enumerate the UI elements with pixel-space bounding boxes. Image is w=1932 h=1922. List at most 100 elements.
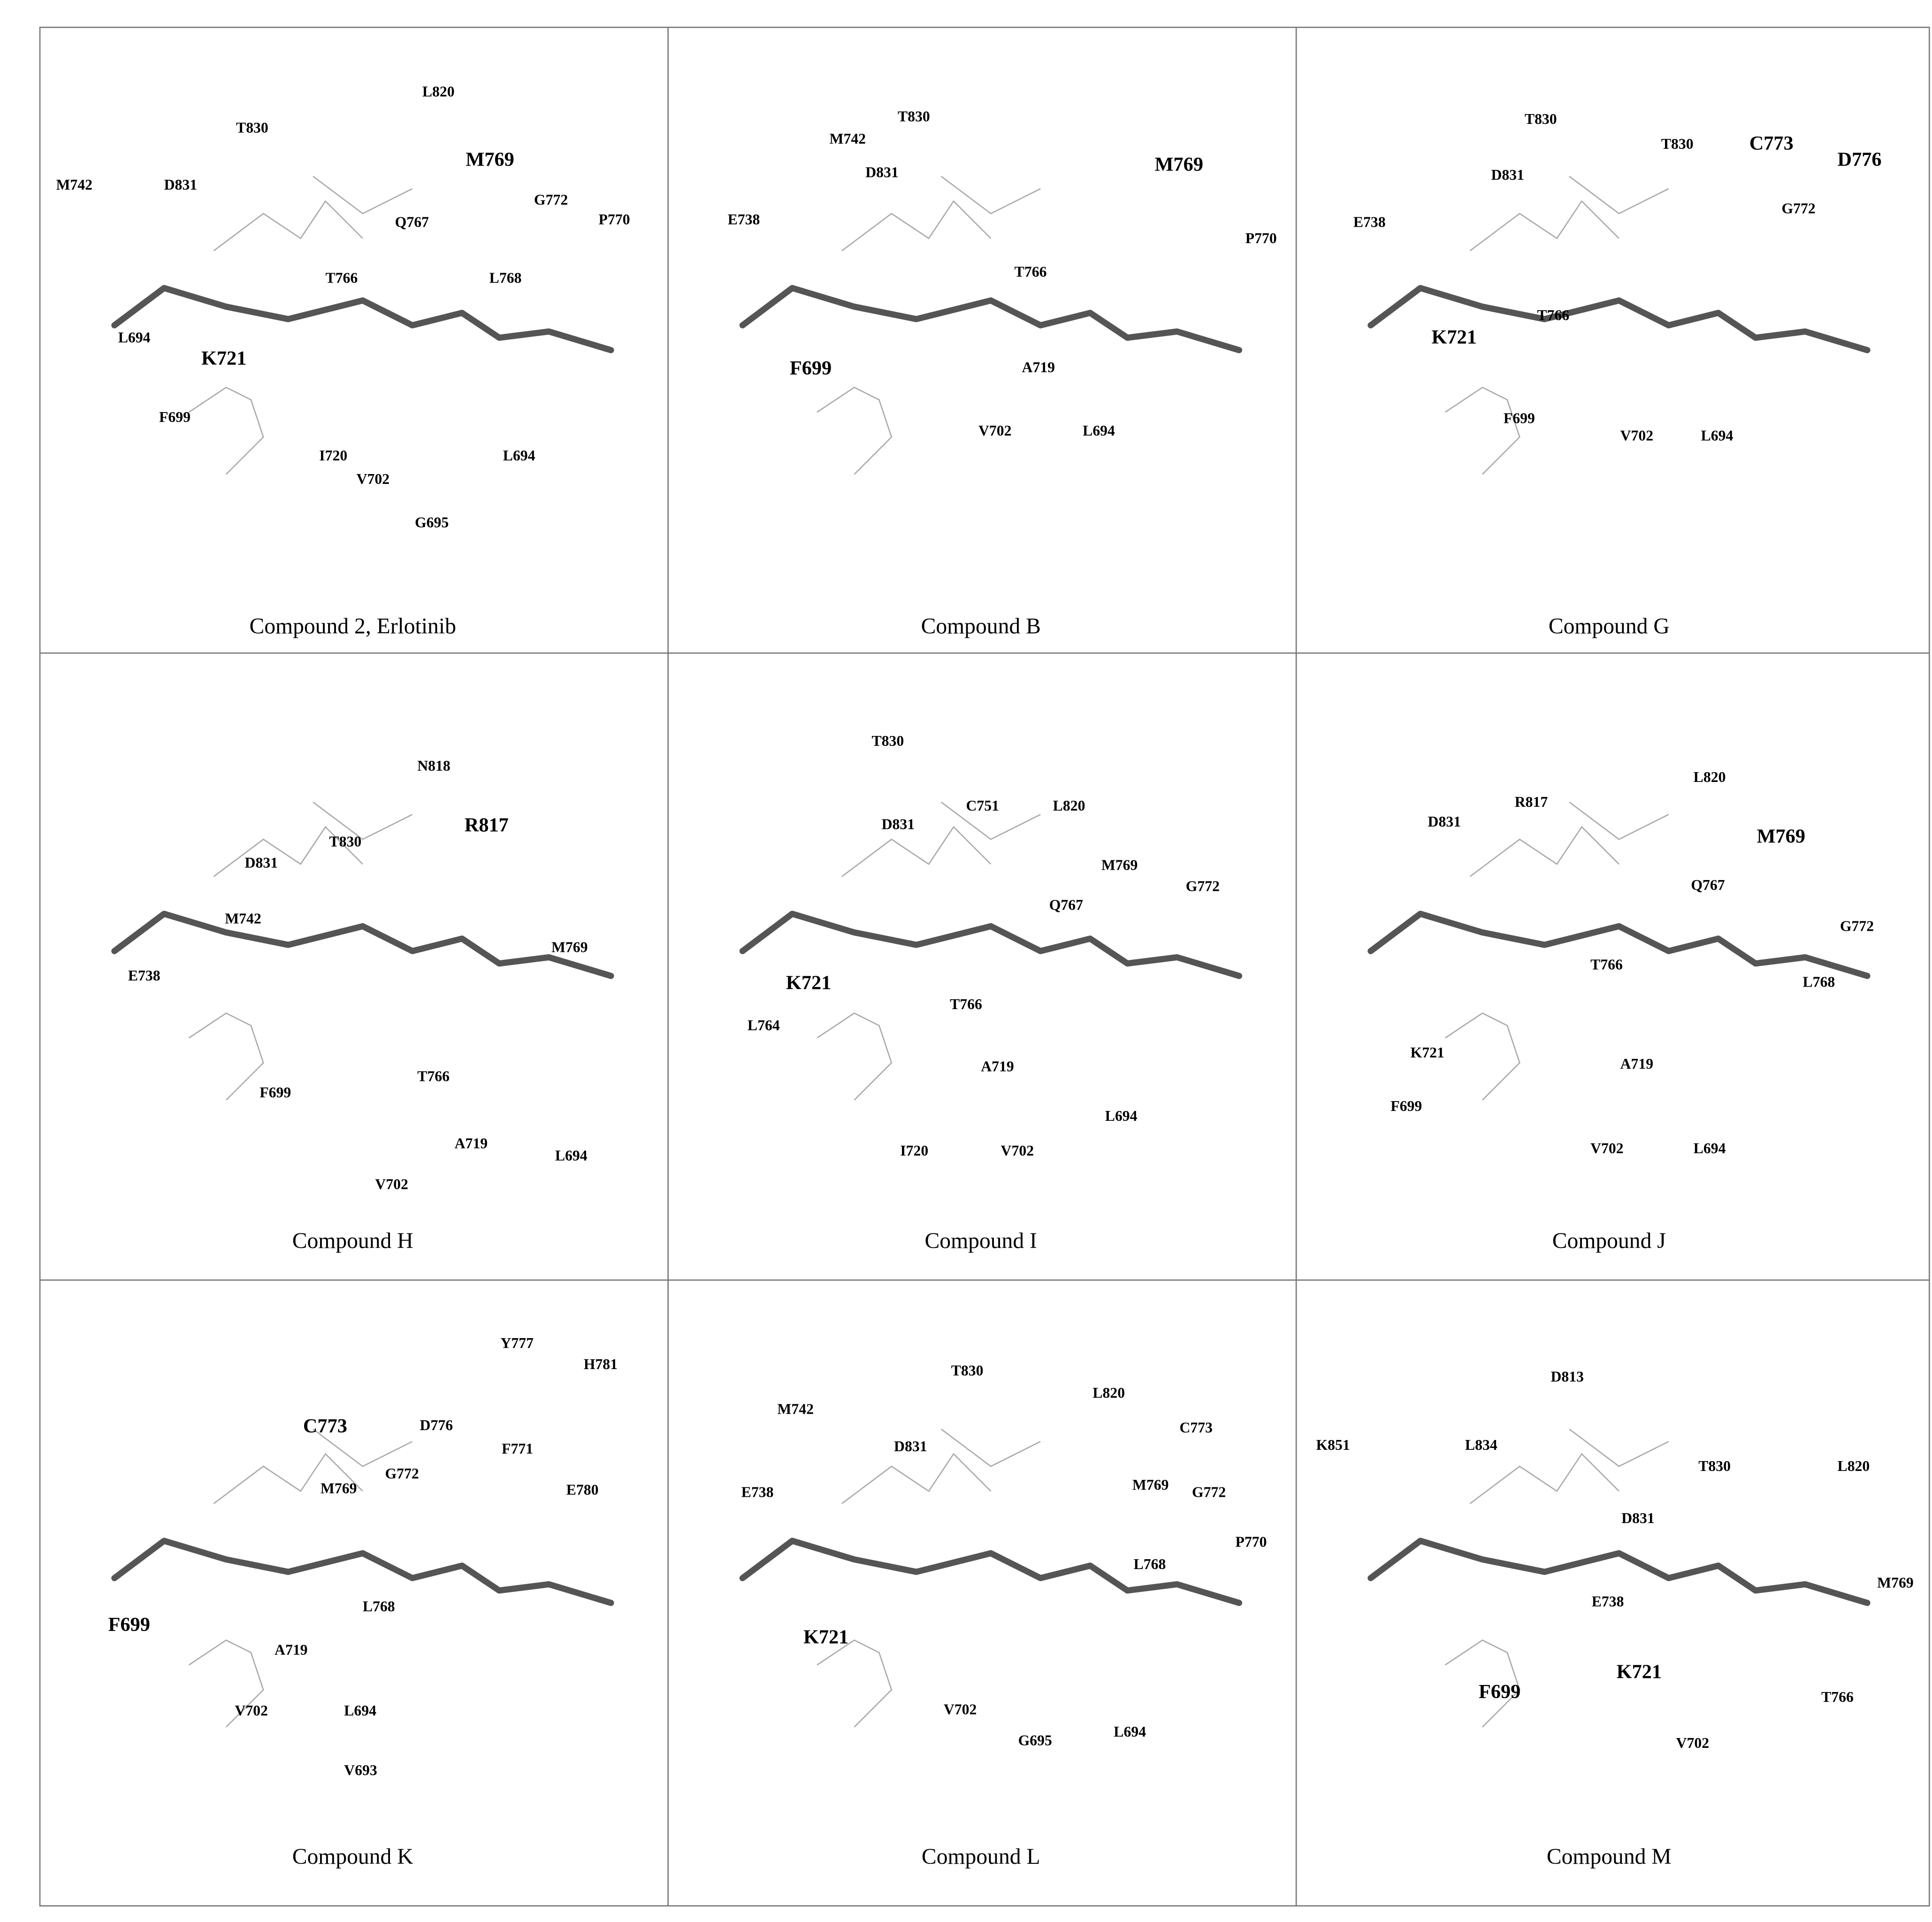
residue-label: T766 bbox=[417, 1068, 450, 1084]
residue-stick bbox=[841, 1453, 992, 1504]
residue-label: V702 bbox=[357, 471, 390, 487]
residue-label: F699 bbox=[159, 409, 191, 425]
residue-label: T830 bbox=[1525, 111, 1557, 127]
residue-label: E738 bbox=[1353, 214, 1386, 230]
residue-label: E738 bbox=[728, 211, 760, 228]
residue-label: D776 bbox=[420, 1417, 453, 1433]
residue-label: C773 bbox=[1180, 1419, 1213, 1436]
residue-stick bbox=[313, 176, 413, 214]
ligand bbox=[111, 1538, 614, 1606]
residue-label: F699 bbox=[1390, 1098, 1422, 1114]
residue-label: K721 bbox=[201, 347, 246, 369]
residue-label: F699 bbox=[260, 1084, 291, 1101]
residue-label: M742 bbox=[777, 1401, 814, 1417]
ligand bbox=[739, 911, 1243, 979]
residue-label: M769 bbox=[321, 1480, 357, 1497]
residue-label: L834 bbox=[1465, 1437, 1497, 1453]
residue-label: T830 bbox=[951, 1362, 984, 1378]
residue-stick bbox=[213, 826, 363, 877]
residue-label: A719 bbox=[1022, 359, 1055, 375]
residue-label: V702 bbox=[978, 422, 1012, 439]
residue-label: I720 bbox=[900, 1142, 928, 1159]
residue-stick bbox=[213, 200, 363, 252]
residue-label: A719 bbox=[455, 1135, 488, 1151]
residue-label: Q767 bbox=[395, 214, 429, 230]
residue-label: V702 bbox=[235, 1702, 268, 1719]
residue-label: T766 bbox=[1590, 956, 1623, 972]
residue-label: K721 bbox=[1432, 326, 1477, 348]
residue-label: L820 bbox=[422, 84, 455, 100]
residue-label: L694 bbox=[1105, 1108, 1138, 1124]
residue-label: A719 bbox=[275, 1642, 308, 1658]
residue-label: T830 bbox=[1698, 1458, 1731, 1474]
residue-label: F771 bbox=[502, 1440, 533, 1457]
ligand bbox=[739, 1538, 1243, 1606]
residue-stick bbox=[841, 200, 992, 252]
residue-stick bbox=[188, 1012, 264, 1101]
residue-label: V702 bbox=[1001, 1142, 1034, 1159]
residue-label: R817 bbox=[465, 814, 509, 836]
residue-label: D831 bbox=[1621, 1510, 1655, 1526]
residue-label: A719 bbox=[1620, 1056, 1654, 1072]
residue-stick bbox=[313, 1428, 413, 1467]
residue-label: L694 bbox=[1701, 427, 1733, 444]
residue-label: D831 bbox=[882, 816, 915, 832]
ligand bbox=[111, 911, 614, 979]
residue-label: M769 bbox=[1101, 857, 1138, 873]
residue-label: M742 bbox=[225, 910, 261, 927]
residue-label: V702 bbox=[1620, 427, 1654, 444]
ligand bbox=[111, 285, 614, 353]
residue-label: V702 bbox=[375, 1176, 408, 1193]
residue-label: I720 bbox=[319, 447, 347, 464]
residue-stick bbox=[940, 176, 1041, 214]
residue-label: M769 bbox=[1155, 153, 1203, 176]
residue-label: D831 bbox=[1428, 813, 1461, 830]
residue-label: K721 bbox=[1617, 1661, 1662, 1683]
residue-label: F699 bbox=[108, 1614, 150, 1636]
residue-label: M769 bbox=[1757, 825, 1805, 847]
ligand bbox=[1367, 911, 1871, 979]
residue-label: D831 bbox=[164, 176, 198, 193]
residue-stick bbox=[213, 1453, 363, 1504]
residue-label: E738 bbox=[128, 967, 160, 984]
residue-label: F699 bbox=[790, 357, 832, 379]
residue-label: M769 bbox=[466, 149, 514, 171]
residue-label: D831 bbox=[1491, 167, 1524, 183]
residue-label: L820 bbox=[1092, 1385, 1125, 1401]
residue-label: N818 bbox=[417, 758, 451, 774]
residue-label: D831 bbox=[245, 854, 278, 871]
residue-label: G772 bbox=[385, 1465, 419, 1482]
residue-stick bbox=[940, 1428, 1041, 1467]
residue-label: Q767 bbox=[1049, 896, 1083, 913]
residue-label: E738 bbox=[1592, 1593, 1624, 1609]
residue-label: V702 bbox=[944, 1701, 977, 1718]
panel-caption: Compound L bbox=[922, 1845, 1040, 1869]
residue-stick bbox=[841, 826, 992, 877]
residue-label: L694 bbox=[118, 329, 151, 345]
residue-label: K851 bbox=[1316, 1437, 1350, 1453]
residue-label: G772 bbox=[1192, 1484, 1226, 1501]
residue-label: P770 bbox=[1236, 1533, 1267, 1550]
residue-label: C751 bbox=[966, 797, 1000, 814]
residue-label: L768 bbox=[1134, 1556, 1166, 1572]
panel-caption: Compound K bbox=[292, 1845, 413, 1869]
residue-label: P770 bbox=[598, 211, 630, 228]
residue-stick bbox=[817, 386, 893, 475]
residue-label: F699 bbox=[1504, 410, 1535, 426]
residue-label: H781 bbox=[584, 1356, 618, 1372]
panel-caption: Compound M bbox=[1547, 1845, 1672, 1869]
residue-label: D831 bbox=[894, 1438, 927, 1455]
residue-label: G772 bbox=[1186, 878, 1220, 895]
residue-label: K721 bbox=[786, 972, 831, 994]
residue-label: L694 bbox=[1694, 1140, 1726, 1156]
residue-label: T766 bbox=[950, 996, 982, 1012]
residue-label: L820 bbox=[1053, 797, 1085, 814]
residue-label: V693 bbox=[344, 1762, 377, 1778]
ligand bbox=[739, 285, 1243, 353]
outer-frame bbox=[39, 26, 1930, 1907]
residue-label: K721 bbox=[803, 1626, 848, 1648]
residue-label: V702 bbox=[1590, 1140, 1624, 1156]
residue-label: L768 bbox=[1802, 973, 1835, 990]
residue-label: M742 bbox=[830, 130, 866, 147]
residue-label: F699 bbox=[1479, 1681, 1520, 1703]
